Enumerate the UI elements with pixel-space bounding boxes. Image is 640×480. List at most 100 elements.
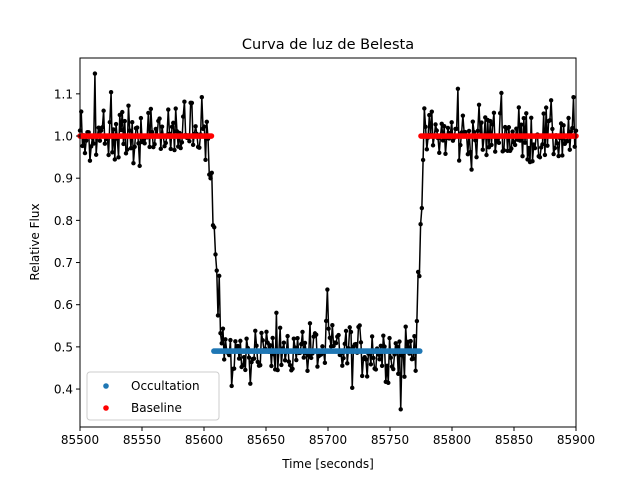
baseline-point (208, 133, 215, 139)
light-curve-point (281, 340, 287, 345)
light-curve-point (512, 142, 518, 148)
occultation-point (416, 348, 423, 354)
light-curve-point (567, 147, 572, 152)
light-curve-point (345, 361, 350, 366)
light-curve-point (491, 110, 497, 116)
legend-marker-baseline (103, 405, 109, 411)
light-curve-point (358, 340, 364, 345)
y-tick-label: 1.1 (54, 87, 73, 101)
light-curve-point (378, 343, 384, 348)
x-tick-label: 85600 (185, 433, 223, 447)
light-curve-point (510, 129, 515, 134)
light-curve-point (456, 158, 462, 163)
light-curve-point (570, 125, 575, 131)
light-curve-point (106, 152, 111, 158)
light-curve-point (204, 119, 209, 125)
light-curve-point (484, 152, 489, 158)
light-curve-point (530, 159, 535, 164)
light-curve-point (125, 147, 130, 152)
light-curve-point (473, 138, 478, 143)
legend-label-baseline: Baseline (131, 401, 182, 415)
light-curve-point (88, 144, 94, 149)
light-curve-point (309, 355, 314, 361)
plot-area (77, 71, 579, 412)
light-curve-point (208, 176, 213, 181)
light-curve-point (146, 110, 151, 116)
light-curve-point (529, 115, 534, 121)
y-tick-label: 0.5 (54, 340, 73, 354)
light-curve-point (220, 326, 226, 331)
legend-marker-occultation (103, 383, 109, 389)
light-curve-point (547, 118, 553, 123)
light-curve-point (454, 126, 459, 131)
light-curve-point (213, 252, 218, 257)
y-tick-label: 1.0 (54, 130, 73, 144)
light-curve-point (571, 95, 576, 100)
y-axis-label: Relative Flux (28, 203, 42, 280)
light-curve-point (489, 142, 494, 148)
light-curve-point (241, 355, 247, 360)
light-curve-point (377, 357, 382, 362)
light-curve-point (506, 125, 512, 130)
light-curve-point (294, 357, 299, 363)
light-curve-point (163, 140, 168, 146)
light-curve-point (168, 146, 173, 152)
light-curve-point (408, 338, 413, 344)
legend-label-occultation: Occultation (131, 379, 200, 393)
light-curve-point (433, 122, 438, 127)
light-curve-point (496, 140, 502, 146)
light-curve-point (524, 111, 529, 116)
light-curve-point (96, 125, 101, 130)
light-curve-point (348, 329, 354, 335)
light-curve-point (474, 154, 479, 160)
light-curve-point (282, 358, 288, 363)
light-curve-point (246, 355, 252, 360)
light-curve-point (460, 113, 466, 118)
light-curve-point (101, 108, 106, 113)
y-tick-label: 0.8 (54, 214, 73, 228)
light-curve-point (102, 141, 108, 146)
light-curve-point (396, 371, 401, 376)
light-curve-point (286, 359, 292, 364)
light-curve-point (514, 126, 519, 131)
x-tick-label: 85700 (309, 433, 347, 447)
light-curve-point (180, 114, 186, 119)
light-curve-point (132, 144, 137, 149)
light-curve-point (561, 123, 566, 128)
light-curve-point (118, 127, 124, 133)
light-curve-point (264, 329, 269, 335)
legend: Occultation Baseline (86, 371, 220, 421)
light-curve-point (235, 343, 241, 349)
light-curve-point (397, 339, 402, 344)
light-curve-point (193, 124, 198, 129)
light-curve-point (458, 142, 463, 148)
light-curve-point (259, 330, 264, 336)
y-axis: 0.4 0.5 0.6 0.7 0.8 0.9 1.0 1.1 (54, 87, 80, 397)
light-curve-point (260, 338, 265, 343)
light-curve-point (403, 324, 408, 329)
light-curve-point (363, 357, 369, 362)
light-curve-point (147, 144, 152, 150)
light-curve-point (173, 106, 178, 111)
light-curve-point (522, 140, 528, 145)
light-curve-point (315, 364, 320, 369)
light-curve-point (424, 147, 430, 152)
light-curve-point (120, 109, 125, 115)
y-tick-label: 0.9 (54, 172, 73, 186)
light-curve-point (290, 366, 295, 371)
light-curve-point (107, 119, 113, 125)
light-curve-point (179, 140, 185, 145)
light-curve-point (171, 120, 176, 126)
light-curve-point (402, 374, 407, 379)
light-curve-point (209, 170, 214, 176)
light-curve-point (92, 71, 98, 76)
x-tick-label: 85900 (557, 433, 595, 447)
light-curve-point (166, 107, 171, 112)
y-tick-label: 0.6 (54, 298, 73, 312)
light-curve-point (519, 122, 524, 127)
light-curve-point (149, 129, 155, 135)
light-curve-point (152, 142, 157, 147)
light-curve-point (300, 329, 305, 335)
light-curve-point (493, 149, 498, 154)
light-curve-point (517, 138, 523, 143)
